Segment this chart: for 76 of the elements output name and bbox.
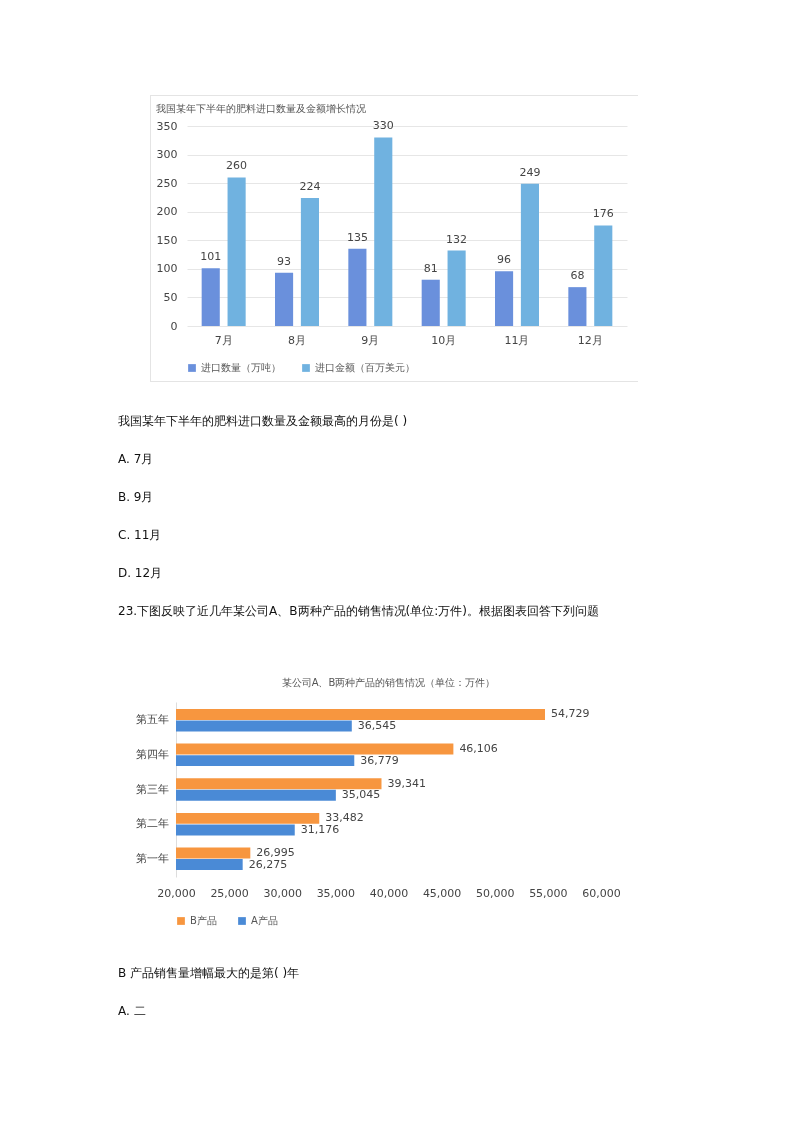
data-label: 68 [570, 269, 585, 283]
x-tick-label: 45,000 [422, 886, 462, 900]
bar [568, 287, 587, 326]
text: D. 12月 [118, 565, 164, 582]
x-tick-label: 30,000 [263, 886, 302, 900]
data-label: 224 [299, 180, 321, 193]
data-label: 31,176 [300, 822, 340, 836]
data-label: 26,995 [256, 846, 295, 860]
bar [348, 248, 367, 326]
data-label: 46,106 [459, 742, 498, 756]
y-tick-label: 0 [170, 319, 178, 333]
data-label: 96 [497, 253, 512, 267]
bar [495, 271, 514, 326]
bar [227, 177, 246, 326]
data-label: 260 [226, 159, 248, 173]
y-tick-label: 第三年 [135, 782, 169, 796]
bar [374, 137, 393, 326]
chart-title: 我国某年下半年的肥料进口数量及金额增长情况 [156, 103, 366, 114]
text: 23.下图反映了近几年某公司A、B两种产品的销售情况(单位:万件)。根据图表回答下列问题 [118, 603, 600, 620]
data-label: 249 [519, 165, 541, 179]
chart-title: 某公司A、B两种产品的销售情况（单位：万件） [281, 677, 496, 688]
y-tick-label: 50 [163, 290, 178, 304]
data-label: 330 [372, 119, 394, 133]
bar [594, 225, 613, 326]
x-tick-label: 7月 [214, 333, 233, 347]
text: B. 9月 [118, 489, 155, 506]
legend-label: 进口数量（万吨） [201, 362, 281, 373]
x-tick-label: 50,000 [476, 886, 515, 900]
x-tick-label: 40,000 [369, 886, 409, 900]
x-tick-label: 35,000 [316, 886, 356, 900]
data-label: 33,482 [325, 811, 364, 825]
x-tick-label: 8月 [288, 333, 306, 347]
x-tick-label: 12月 [577, 333, 603, 347]
data-label: 93 [277, 254, 292, 268]
bar [447, 250, 466, 326]
data-label: 135 [346, 230, 368, 244]
bar [300, 198, 319, 326]
x-tick-label: 10月 [431, 333, 457, 347]
data-label: 54,729 [551, 707, 590, 721]
x-tick-label: 25,000 [210, 886, 249, 900]
bar [421, 279, 440, 326]
data-label: 36,545 [357, 718, 397, 732]
text: C. 11月 [118, 527, 163, 544]
bar [275, 272, 294, 326]
x-tick-label: 9月 [361, 333, 380, 347]
legend-label: B产品 [190, 915, 217, 926]
legend-label: 进口金额（百万美元） [315, 362, 415, 373]
y-tick-label: 第一年 [135, 851, 169, 865]
x-tick-label: 60,000 [582, 886, 621, 900]
x-tick-label: 55,000 [529, 886, 568, 900]
data-label: 26,275 [248, 857, 288, 871]
data-label: 132 [446, 232, 468, 246]
y-tick-label: 第四年 [135, 747, 169, 761]
y-tick-label: 第二年 [135, 817, 169, 831]
text: B 产品销售量增幅最大的是第( )年 [118, 965, 301, 982]
data-label: 101 [200, 250, 222, 264]
bar [201, 268, 220, 326]
data-label: 36,779 [360, 753, 399, 767]
y-tick-label: 350 [156, 119, 178, 133]
y-tick-label: 250 [156, 176, 178, 190]
text: A. 二 [118, 1003, 147, 1020]
y-tick-label: 300 [156, 148, 178, 162]
bar [520, 183, 539, 326]
data-label: 35,045 [341, 788, 381, 802]
x-tick-label: 11月 [504, 333, 530, 347]
text: A. 7月 [118, 451, 155, 468]
data-label: 81 [423, 261, 438, 275]
y-tick-label: 100 [156, 262, 178, 276]
y-tick-label: 150 [156, 233, 178, 247]
y-tick-label: 第五年 [135, 713, 169, 727]
data-label: 39,341 [387, 776, 426, 790]
text: 我国某年下半年的肥料进口数量及金额最高的月份是( ) [118, 413, 409, 430]
y-tick-label: 200 [156, 205, 178, 219]
x-tick-label: 20,000 [157, 886, 196, 900]
legend-label: A产品 [251, 915, 278, 926]
data-label: 176 [592, 207, 614, 221]
